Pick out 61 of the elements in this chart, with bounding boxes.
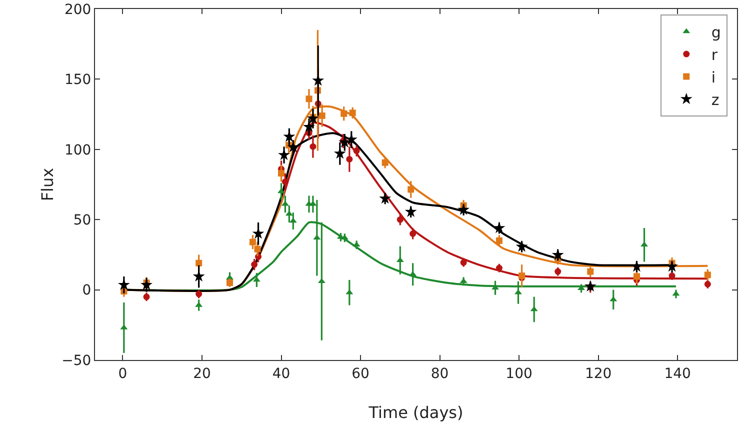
point	[408, 186, 414, 193]
point	[349, 110, 356, 116]
y-tick-label: 200	[64, 2, 92, 18]
legend-label: r	[711, 46, 718, 64]
x-tick-label: 140	[664, 366, 691, 382]
point	[458, 203, 470, 215]
point	[196, 260, 202, 266]
point	[353, 148, 360, 154]
point	[254, 246, 261, 252]
x-tick-label: 80	[430, 366, 449, 382]
x-tick-label: 20	[193, 366, 211, 382]
point	[460, 259, 467, 266]
x-tick-label: 60	[352, 366, 370, 382]
point	[410, 230, 416, 237]
point	[251, 261, 258, 268]
point	[346, 156, 353, 162]
point	[278, 170, 285, 177]
point	[379, 192, 392, 204]
point	[340, 110, 348, 117]
y-tick-label: 100	[64, 142, 92, 158]
point	[196, 290, 202, 298]
point	[552, 248, 564, 260]
point	[310, 143, 316, 150]
point	[140, 278, 153, 290]
y-tick-label: −50	[62, 352, 92, 369]
point	[226, 280, 233, 286]
point	[303, 120, 315, 132]
point	[496, 264, 502, 272]
point	[334, 147, 346, 159]
point	[312, 74, 324, 86]
legend-label: i	[711, 68, 716, 86]
point	[282, 178, 288, 185]
y-axis-title: Flux	[38, 168, 57, 202]
point	[143, 294, 150, 300]
point	[396, 216, 404, 223]
x-tick-label: 120	[584, 366, 612, 382]
y-tick-label: 50	[73, 212, 92, 228]
point	[496, 237, 502, 244]
x-tick-label: 100	[506, 366, 532, 382]
legend-label: z	[711, 90, 720, 109]
point	[584, 280, 596, 292]
point	[306, 96, 312, 102]
point	[382, 159, 388, 166]
legend-label: g	[711, 23, 721, 42]
point	[493, 222, 506, 234]
x-tick-label: 0	[118, 366, 128, 382]
point	[249, 238, 256, 246]
point	[554, 268, 562, 275]
point	[404, 206, 417, 217]
point	[306, 112, 319, 124]
y-tick-label: 0	[82, 282, 92, 299]
point	[587, 268, 594, 275]
x-axis-title: Time (days)	[368, 403, 464, 422]
point	[192, 270, 205, 282]
point	[516, 240, 528, 252]
x-tick-label: 40	[272, 366, 290, 382]
point	[633, 273, 640, 280]
point	[118, 278, 130, 290]
y-tick-label: 150	[64, 72, 92, 88]
point	[318, 112, 326, 119]
point	[704, 272, 711, 278]
